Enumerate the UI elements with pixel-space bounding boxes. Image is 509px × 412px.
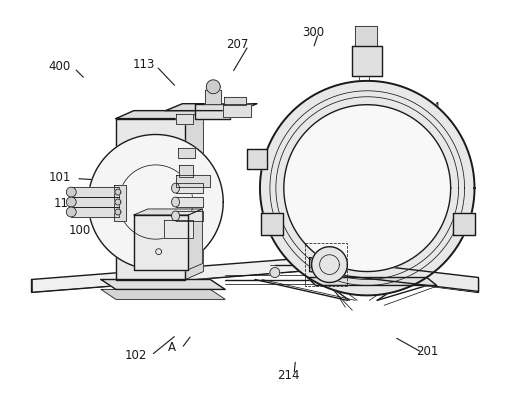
Polygon shape <box>178 165 193 177</box>
Polygon shape <box>185 111 203 279</box>
Text: 300: 300 <box>302 26 324 39</box>
Ellipse shape <box>66 197 76 207</box>
Polygon shape <box>223 104 250 117</box>
Polygon shape <box>175 114 193 124</box>
Polygon shape <box>177 148 195 158</box>
Polygon shape <box>188 209 202 269</box>
Text: 113: 113 <box>132 59 154 71</box>
Polygon shape <box>269 267 279 278</box>
Polygon shape <box>283 105 450 272</box>
Polygon shape <box>452 213 473 235</box>
Polygon shape <box>32 258 477 293</box>
Polygon shape <box>175 211 203 221</box>
Polygon shape <box>88 134 223 269</box>
Text: 100: 100 <box>69 224 91 237</box>
Ellipse shape <box>171 211 179 221</box>
Polygon shape <box>115 199 121 205</box>
Polygon shape <box>206 80 220 94</box>
Text: A: A <box>167 341 175 353</box>
Text: 200: 200 <box>443 212 465 225</box>
Polygon shape <box>205 90 221 104</box>
Polygon shape <box>246 150 266 169</box>
Polygon shape <box>175 175 210 187</box>
Text: 203: 203 <box>426 157 447 169</box>
Polygon shape <box>224 97 245 105</box>
Text: 304: 304 <box>418 101 440 114</box>
Text: 207: 207 <box>225 38 248 51</box>
Polygon shape <box>261 213 282 235</box>
Text: 117: 117 <box>53 197 76 211</box>
Polygon shape <box>260 81 473 295</box>
Polygon shape <box>355 26 377 46</box>
Polygon shape <box>133 209 202 215</box>
Polygon shape <box>116 119 185 279</box>
Polygon shape <box>71 187 119 197</box>
Polygon shape <box>309 258 477 291</box>
Polygon shape <box>163 220 193 238</box>
Ellipse shape <box>171 197 179 207</box>
Text: 201: 201 <box>415 345 438 358</box>
Polygon shape <box>116 111 203 119</box>
Polygon shape <box>101 279 225 290</box>
Polygon shape <box>71 197 119 207</box>
Polygon shape <box>352 46 381 76</box>
Text: 101: 101 <box>49 171 71 184</box>
Polygon shape <box>307 278 436 286</box>
Ellipse shape <box>66 187 76 197</box>
Polygon shape <box>175 197 203 207</box>
Text: 400: 400 <box>49 61 71 73</box>
Polygon shape <box>175 183 203 193</box>
Text: 214: 214 <box>276 369 299 382</box>
Polygon shape <box>114 185 126 221</box>
Polygon shape <box>71 207 119 217</box>
Polygon shape <box>133 215 188 269</box>
Polygon shape <box>195 104 230 119</box>
Polygon shape <box>115 189 121 195</box>
Text: 102: 102 <box>125 349 147 362</box>
Polygon shape <box>311 247 347 283</box>
Ellipse shape <box>171 183 179 193</box>
Polygon shape <box>115 209 121 215</box>
Polygon shape <box>101 290 225 300</box>
Polygon shape <box>165 104 257 111</box>
Ellipse shape <box>66 207 76 217</box>
